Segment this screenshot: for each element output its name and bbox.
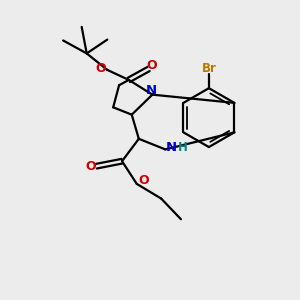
Text: O: O [86, 160, 96, 173]
Text: O: O [95, 62, 106, 75]
Text: O: O [138, 174, 148, 188]
Text: Br: Br [202, 61, 217, 75]
Text: H: H [178, 141, 187, 154]
Text: O: O [147, 59, 158, 72]
Text: N: N [146, 84, 157, 97]
Text: N: N [166, 141, 177, 154]
